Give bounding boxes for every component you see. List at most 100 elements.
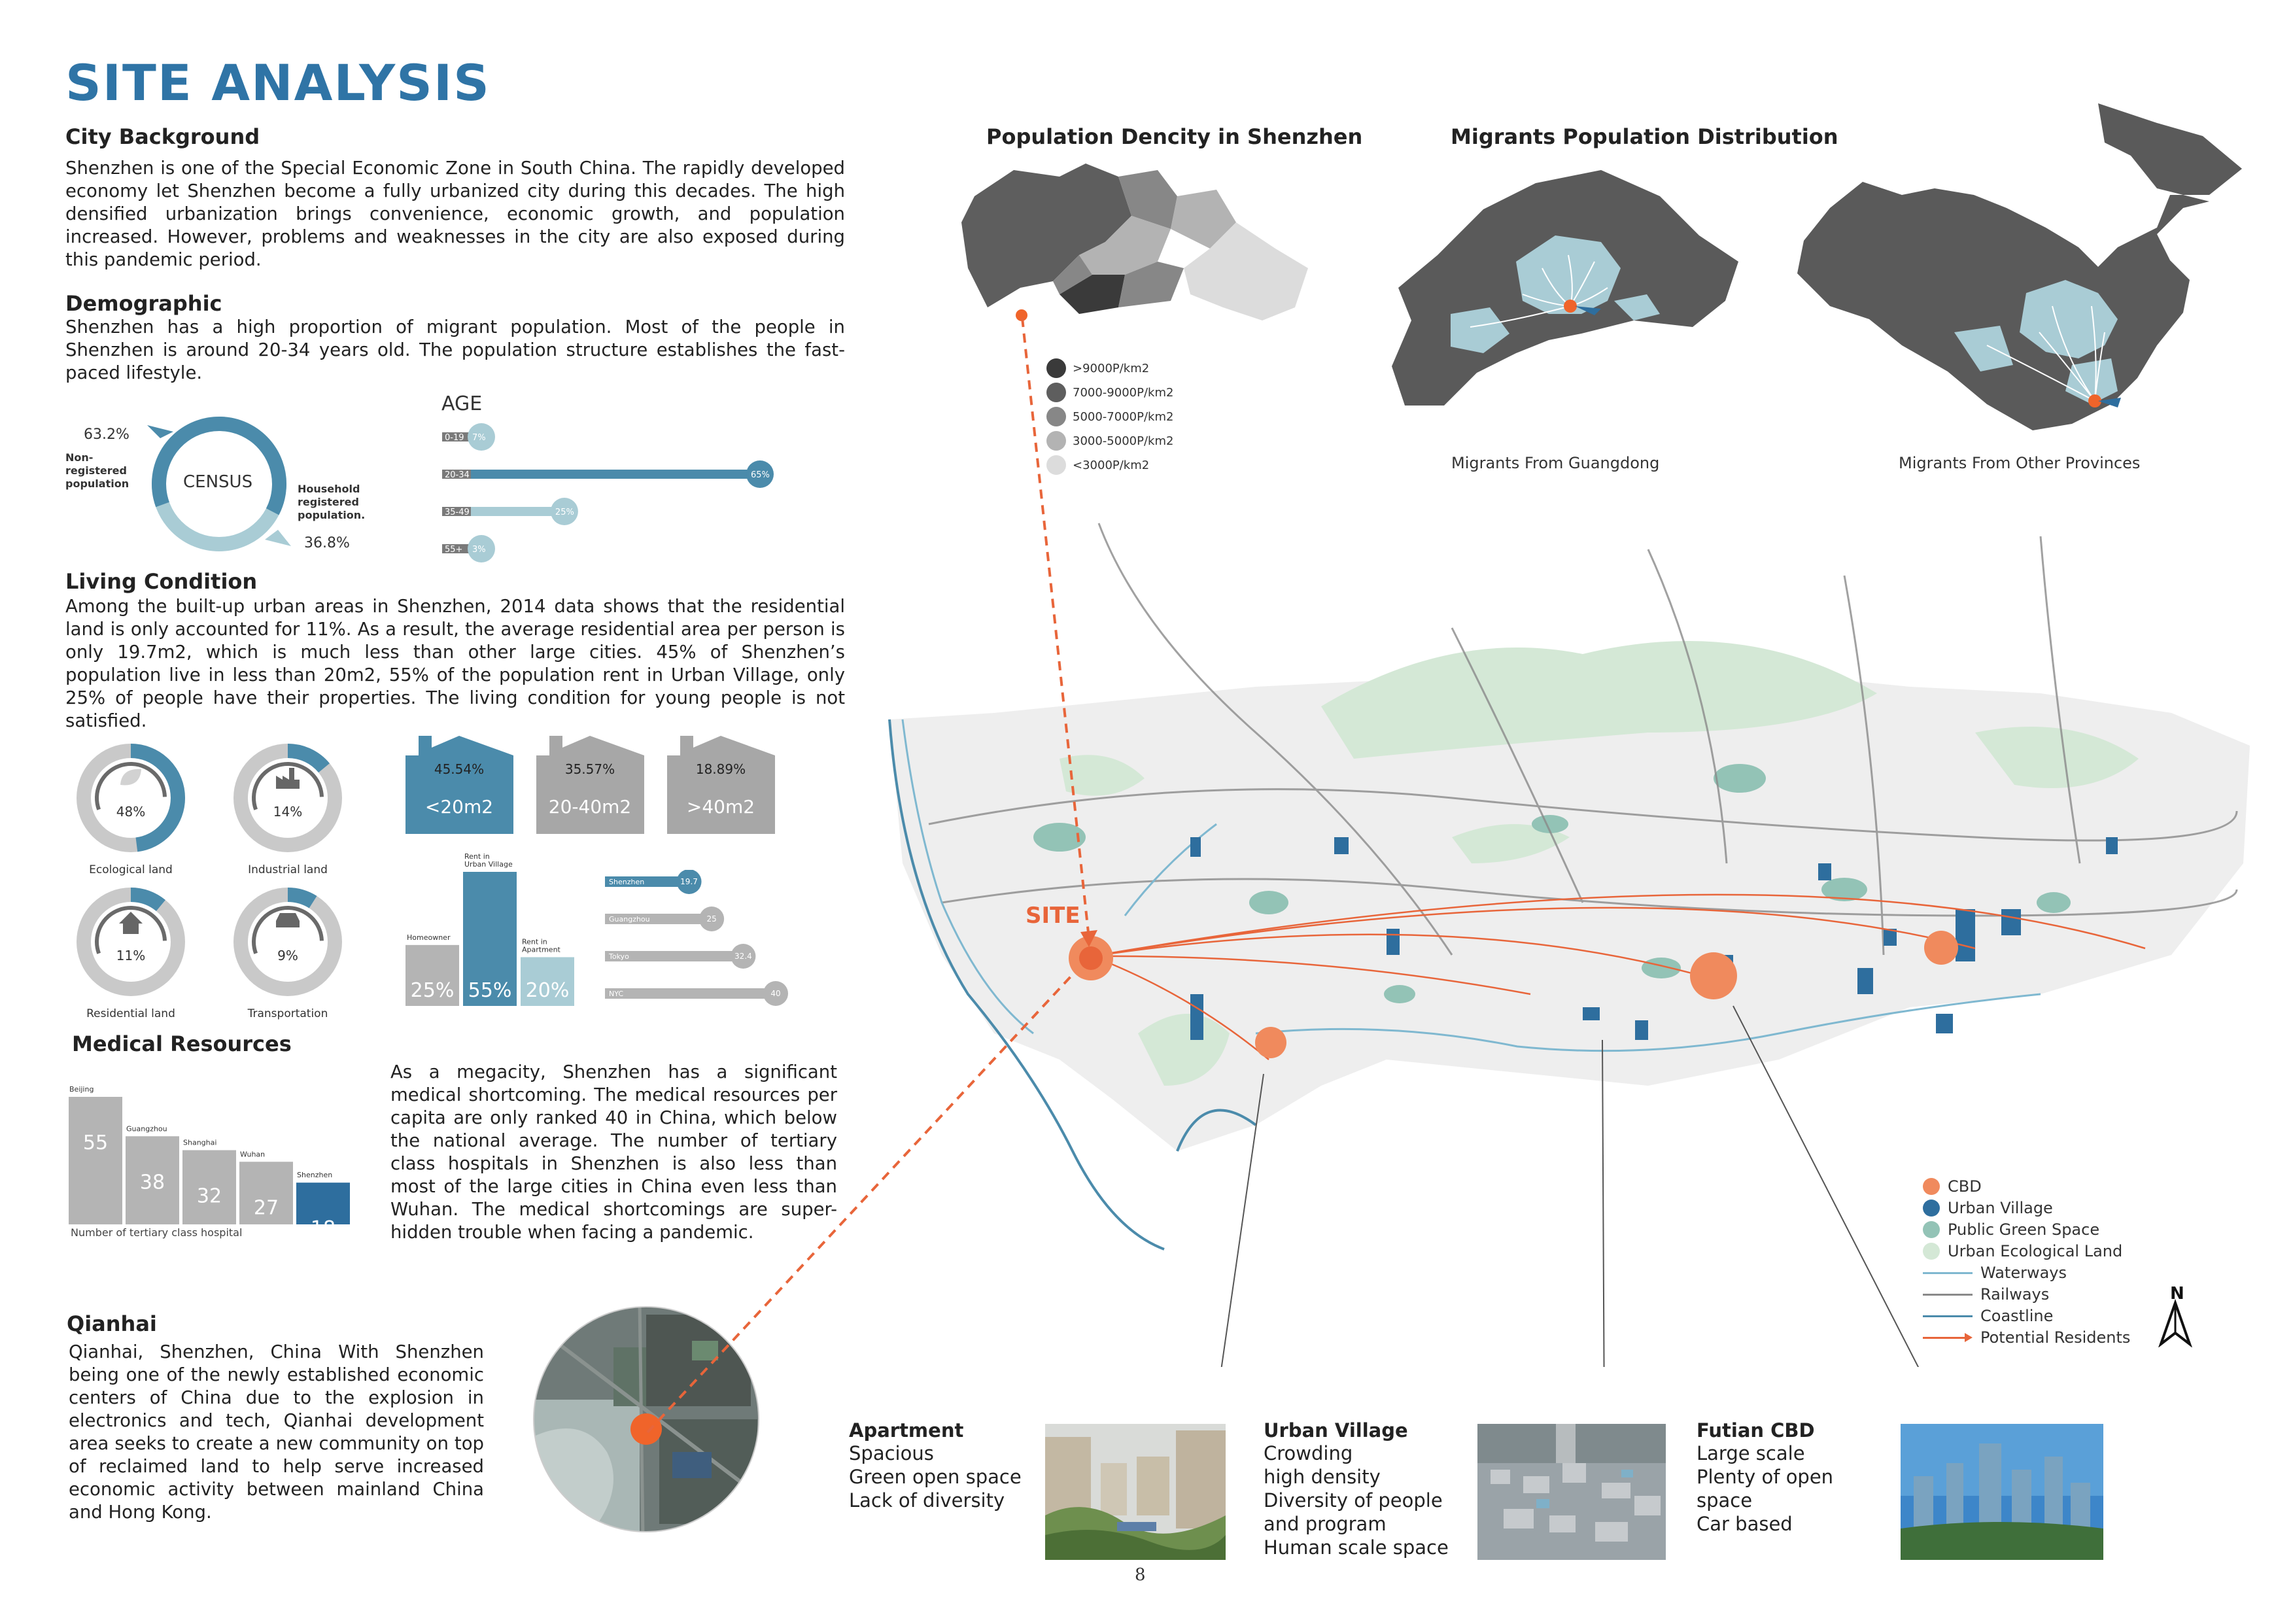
shenzhen-main-map [863,497,2256,1428]
land-use-label: Industrial land [248,863,328,876]
photo-caption: Futian CBD Large scale Plenty of open spac… [1697,1419,1893,1536]
area-per-person-bar: Guangzhou 25 [605,907,725,931]
map-legend-item: Public Green Space [1923,1220,2099,1239]
land-use-item: 14% Industrial land [229,739,347,876]
map-legend-label: Potential Residents [1980,1328,2131,1347]
map-legend-item: Urban Village [1923,1199,2053,1217]
medical-bar-value: 32 [197,1185,222,1208]
land-use-pct: 9% [277,948,298,963]
tenure-pct: 20% [526,979,570,1002]
photo-caption-line: Lack of diversity [849,1489,1005,1512]
tenure-label: Apartment [522,945,561,954]
photo-caption-line: Crowding [1264,1442,1353,1464]
tenure-label: Rent in [464,852,490,861]
census-registered-label: Household registered population. [298,483,366,521]
tenure-label: Rent in [522,937,547,946]
age-bar-value: 3% [472,545,486,555]
leaf-icon [120,769,141,786]
age-bar-label: 55+ [445,545,462,555]
age-bar-value: 7% [472,433,486,443]
photo-caption-line: Plenty of open space [1697,1466,1834,1512]
medical-bar-city: Wuhan [240,1150,265,1158]
area-per-person-value: 32.4 [734,952,752,961]
photo-caption: Urban Village Crowding high density Diversi… [1264,1419,1460,1559]
map-legend-label: Public Green Space [1948,1220,2100,1239]
photo-caption-line: Spacious [849,1442,934,1464]
living-area-label: >40m2 [687,796,755,818]
density-legend-label: 7000-9000P/km2 [1073,385,1174,400]
guangdong-migrants-map [1385,157,1751,412]
age-bar-label: 0-19 [445,433,464,443]
map-legend-item: Urban Ecological Land [1923,1242,2122,1260]
futian-cbd-photo [1901,1424,2103,1560]
living-area-house: 35.57% 20-40m2 [536,736,644,834]
living-area-house: 45.54% <20m2 [405,736,513,834]
medical-bar-city: Beijing [69,1085,94,1094]
medical-chart: Beijing 55 Guangzhou 38 Shanghai 32 Wuhan 27 She… [69,1073,356,1240]
age-bar-value: 65% [751,470,770,480]
urban-village-photo [1477,1424,1666,1560]
living-area-house: 18.89% >40m2 [667,736,775,834]
photo-caption-line: Large scale [1697,1442,1805,1464]
living-area-pct: 45.54% [434,761,484,777]
map-legend-label: Urban Ecological Land [1948,1242,2123,1260]
medical-bar-city: Guangzhou [126,1124,167,1133]
land-use-pct: 48% [116,804,145,820]
photo-caption-title: Futian CBD [1697,1419,1815,1442]
density-map-title: Population Dencity in Shenzhen [986,124,1363,149]
area-per-person-value: 25 [706,914,716,924]
medical-bar: Wuhan 27 [239,1150,293,1224]
medical-bar-city: Shanghai [183,1139,216,1147]
land-use-item: 9% Transportation [229,883,347,1020]
land-use-label: Ecological land [89,863,173,876]
land-use-item: 48% Ecological land [72,739,190,876]
land-use-label: Residential land [86,1007,175,1020]
area-per-person-bar: Tokyo 32.4 [605,944,756,969]
map-legend-item: Waterways [1923,1264,2067,1282]
land-use-label: Transportation [247,1007,328,1020]
page-number: 8 [1135,1565,1146,1585]
migrants-title: Migrants Population Distribution [1451,124,1838,149]
map-legend-label: Urban Village [1948,1199,2053,1217]
density-legend-label: 3000-5000P/km2 [1073,434,1174,448]
qianhai-text: Qianhai, Shenzhen, China With Shenzhen b… [69,1341,484,1523]
photo-caption-title: Urban Village [1264,1419,1408,1442]
tenure-label: Urban Village [464,860,513,869]
photo-caption-line: Green open space [849,1466,1022,1488]
photo-caption-line: Human scale space [1264,1536,1449,1559]
age-chart-title: AGE [441,392,483,415]
area-per-person-value: 19.7 [680,877,698,886]
land-use-donuts: 48% Ecological land 14% Industrial land 11% R… [72,739,360,1020]
age-bar: 55+ 3% [442,535,495,562]
living-area-pct: 35.57% [565,761,615,777]
photo-caption-line: Car based [1697,1513,1793,1535]
land-use-item: 11% Residential land [72,883,190,1020]
area-per-person-city: Shenzhen [609,878,644,886]
photo-caption-title: Apartment [849,1419,964,1442]
qianhai-heading: Qianhai [67,1311,157,1336]
area-per-person-city: Tokyo [608,952,629,961]
living-area-label: 20-40m2 [549,796,631,818]
age-bar-label: 35-49 [445,508,470,517]
medical-heading: Medical Resources [72,1031,292,1056]
census-donut [147,412,291,556]
svg-text:N: N [2170,1284,2184,1304]
demographic-text: Shenzhen has a high proportion of migran… [65,317,845,383]
age-chart: 0-19 7% 20-34 65% 35-49 25% 55+ 3% [442,422,808,566]
area-per-person-city: Guangzhou [609,915,650,924]
migrants-right-caption: Migrants From Other Provinces [1899,454,2141,472]
medical-bar-city: Shenzhen [297,1171,332,1179]
living-condition-heading: Living Condition [65,569,258,594]
age-bar: 35-49 25% [442,498,578,525]
map-legend-item: Potential Residents [1923,1328,2130,1347]
living-area-pct: 18.89% [696,761,746,777]
map-legend-label: Waterways [1980,1264,2067,1282]
age-bar: 0-19 7% [442,423,495,451]
apartment-photo [1045,1424,1226,1560]
car-icon [276,913,300,927]
density-legend-label: <3000P/km2 [1073,458,1150,472]
tenure-chart: 25% Homeowner 55% Rent in Urban Village 20% Re… [405,850,589,1007]
